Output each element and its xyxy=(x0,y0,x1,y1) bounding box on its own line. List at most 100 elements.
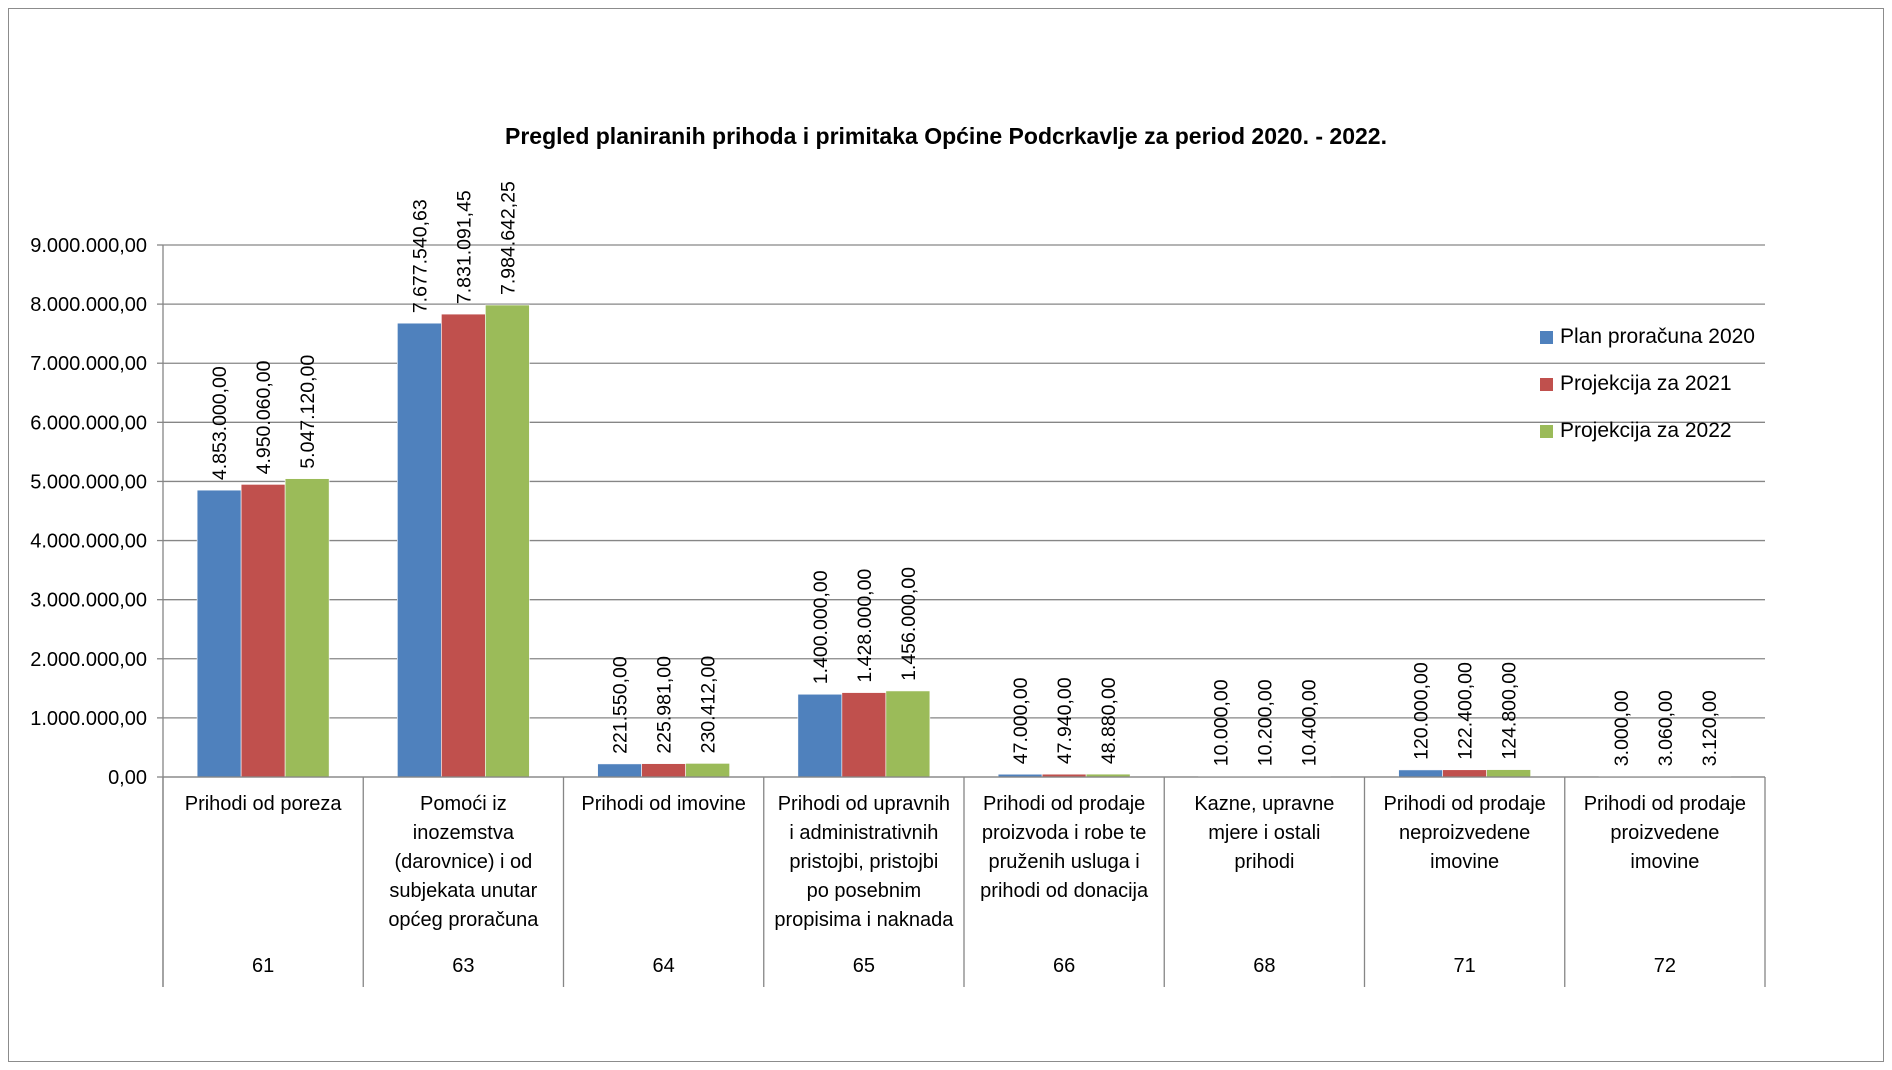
legend: Plan proračuna 2020 Projekcija za 2021 P… xyxy=(1540,325,1755,466)
legend-item-series-1: Projekcija za 2021 xyxy=(1540,372,1755,396)
y-tick-label-3: 3.000.000,00 xyxy=(30,590,147,612)
legend-item-series-0: Plan proračuna 2020 xyxy=(1540,325,1755,349)
category-label-line: prihodi od donacija xyxy=(980,880,1149,902)
bar-series-1-cat-6 xyxy=(1442,769,1487,778)
data-label-series-2-cat-2: 230.412,00 xyxy=(698,656,720,754)
category-label-line: prihodi xyxy=(1234,851,1295,873)
y-tick-label-8: 8.000.000,00 xyxy=(30,294,147,316)
category-label-line: subjekata unutar xyxy=(389,880,538,902)
bar-series-1-cat-2 xyxy=(641,763,686,778)
category-label-7: Prihodi od prodaje proizvedene imovine xyxy=(1565,790,1765,877)
y-tick-label-2: 2.000.000,00 xyxy=(30,649,147,671)
data-label-series-0-cat-0: 4.853.000,00 xyxy=(209,366,231,480)
category-label-line: neproizvedene xyxy=(1399,822,1531,844)
category-label-line: pruženih usluga i xyxy=(988,851,1140,873)
data-label-series-2-cat-0: 5.047.120,00 xyxy=(297,355,319,469)
data-label-series-2-cat-1: 7.984.642,25 xyxy=(497,181,519,295)
legend-label-series-0: Plan proračuna 2020 xyxy=(1560,325,1755,348)
bar-series-0-cat-6 xyxy=(1398,769,1443,778)
y-tick-label-0: 0,00 xyxy=(108,767,147,789)
data-label-series-1-cat-6: 122.400,00 xyxy=(1455,662,1477,760)
bar-series-2-cat-6 xyxy=(1486,769,1531,778)
data-label-series-0-cat-6: 120.000,00 xyxy=(1411,662,1433,760)
category-label-line: Prihodi od poreza xyxy=(184,793,342,815)
data-label-series-1-cat-0: 4.950.060,00 xyxy=(253,360,275,474)
category-label-line: inozemstva xyxy=(412,822,514,844)
category-label-1: Pomoći iz inozemstva (darovnice) i od subje… xyxy=(363,790,563,935)
data-label-series-0-cat-3: 1.400.000,00 xyxy=(810,570,832,684)
category-label-line: imovine xyxy=(1630,851,1700,873)
data-label-series-1-cat-1: 7.831.091,45 xyxy=(453,190,475,304)
category-label-line: Pomoći iz xyxy=(420,793,507,815)
chart-title: Pregled planiranih prihoda i primitaka O… xyxy=(505,123,1387,149)
category-code-4: 66 xyxy=(1053,955,1076,977)
category-label-4: Prihodi od prodaje proizvoda i robe te pru… xyxy=(964,790,1164,906)
legend-swatch-series-0 xyxy=(1540,330,1553,344)
category-label-line: propisima i naknada xyxy=(774,909,954,931)
data-label-series-1-cat-5: 10.200,00 xyxy=(1254,679,1276,766)
bar-series-0-cat-3 xyxy=(797,693,843,778)
category-code-1: 63 xyxy=(452,955,475,977)
category-label-line: Prihodi od prodaje xyxy=(1583,793,1747,815)
legend-swatch-series-2 xyxy=(1540,424,1553,438)
category-label-line: proizvoda i robe te xyxy=(981,822,1147,844)
bar-series-1-cat-0 xyxy=(240,484,286,778)
bar-series-2-cat-1 xyxy=(485,304,530,778)
category-label-3: Prihodi od upravnih i administrativnih pri… xyxy=(764,790,964,935)
data-label-series-2-cat-4: 48.880,00 xyxy=(1098,677,1120,764)
category-code-0: 61 xyxy=(252,955,275,977)
category-code-7: 72 xyxy=(1653,955,1676,977)
category-code-3: 65 xyxy=(852,955,875,977)
data-label-series-1-cat-4: 47.940,00 xyxy=(1054,677,1076,764)
category-label-line: i administrativnih xyxy=(789,822,939,844)
data-label-series-0-cat-1: 7.677.540,63 xyxy=(409,199,431,313)
bar-series-0-cat-2 xyxy=(597,763,642,778)
category-label-line: pristojbi, pristojbi xyxy=(789,851,939,873)
y-tick-label-9: 9.000.000,00 xyxy=(30,235,147,257)
data-label-series-0-cat-2: 221.550,00 xyxy=(610,656,632,754)
data-label-series-2-cat-7: 3.120,00 xyxy=(1699,690,1721,766)
y-tick-label-5: 5.000.000,00 xyxy=(30,471,147,493)
data-label-series-1-cat-3: 1.428.000,00 xyxy=(854,569,876,683)
bar-series-1-cat-3 xyxy=(841,692,887,778)
category-label-0: Prihodi od poreza xyxy=(163,790,363,819)
category-label-line: po posebnim xyxy=(806,880,922,902)
legend-item-series-2: Projekcija za 2022 xyxy=(1540,419,1755,443)
bar-series-1-cat-1 xyxy=(441,313,486,778)
category-code-2: 64 xyxy=(652,955,675,977)
category-label-5: Kazne, upravne mjere i ostali prihodi xyxy=(1164,790,1364,877)
category-label-line: Kazne, upravne xyxy=(1194,793,1335,815)
bar-series-0-cat-1 xyxy=(397,322,442,778)
bar-series-0-cat-0 xyxy=(196,489,242,778)
data-label-series-2-cat-3: 1.456.000,00 xyxy=(898,567,920,681)
data-label-series-0-cat-5: 10.000,00 xyxy=(1210,679,1232,766)
category-label-line: općeg proračuna xyxy=(388,909,539,931)
legend-swatch-series-1 xyxy=(1540,377,1553,391)
data-label-series-2-cat-6: 124.800,00 xyxy=(1499,662,1521,760)
category-label-line: mjere i ostali xyxy=(1208,822,1321,844)
bar-series-2-cat-2 xyxy=(685,763,730,778)
category-label-2: Prihodi od imovine xyxy=(564,790,764,819)
y-tick-label-6: 6.000.000,00 xyxy=(30,412,147,434)
category-label-line: Prihodi od upravnih xyxy=(777,793,951,815)
data-label-series-2-cat-5: 10.400,00 xyxy=(1298,679,1320,766)
category-label-line: proizvedene xyxy=(1610,822,1720,844)
bar-series-2-cat-3 xyxy=(885,690,931,778)
legend-label-series-2: Projekcija za 2022 xyxy=(1560,419,1732,442)
bar-series-2-cat-0 xyxy=(284,478,330,778)
data-label-series-0-cat-4: 47.000,00 xyxy=(1010,677,1032,764)
category-label-6: Prihodi od prodaje neproizvedene imovine xyxy=(1365,790,1565,877)
category-code-6: 71 xyxy=(1453,955,1476,977)
y-tick-label-4: 4.000.000,00 xyxy=(30,531,147,553)
category-label-line: Prihodi od prodaje xyxy=(982,793,1146,815)
data-label-series-0-cat-7: 3.000,00 xyxy=(1611,690,1633,766)
y-tick-label-7: 7.000.000,00 xyxy=(30,353,147,375)
y-tick-label-1: 1.000.000,00 xyxy=(30,708,147,730)
category-label-line: (darovnice) i od xyxy=(394,851,533,873)
legend-label-series-1: Projekcija za 2021 xyxy=(1560,372,1732,395)
data-label-series-1-cat-2: 225.981,00 xyxy=(654,656,676,754)
category-label-line: imovine xyxy=(1430,851,1500,873)
category-code-5: 68 xyxy=(1253,955,1276,977)
category-label-line: Prihodi od prodaje xyxy=(1383,793,1546,815)
